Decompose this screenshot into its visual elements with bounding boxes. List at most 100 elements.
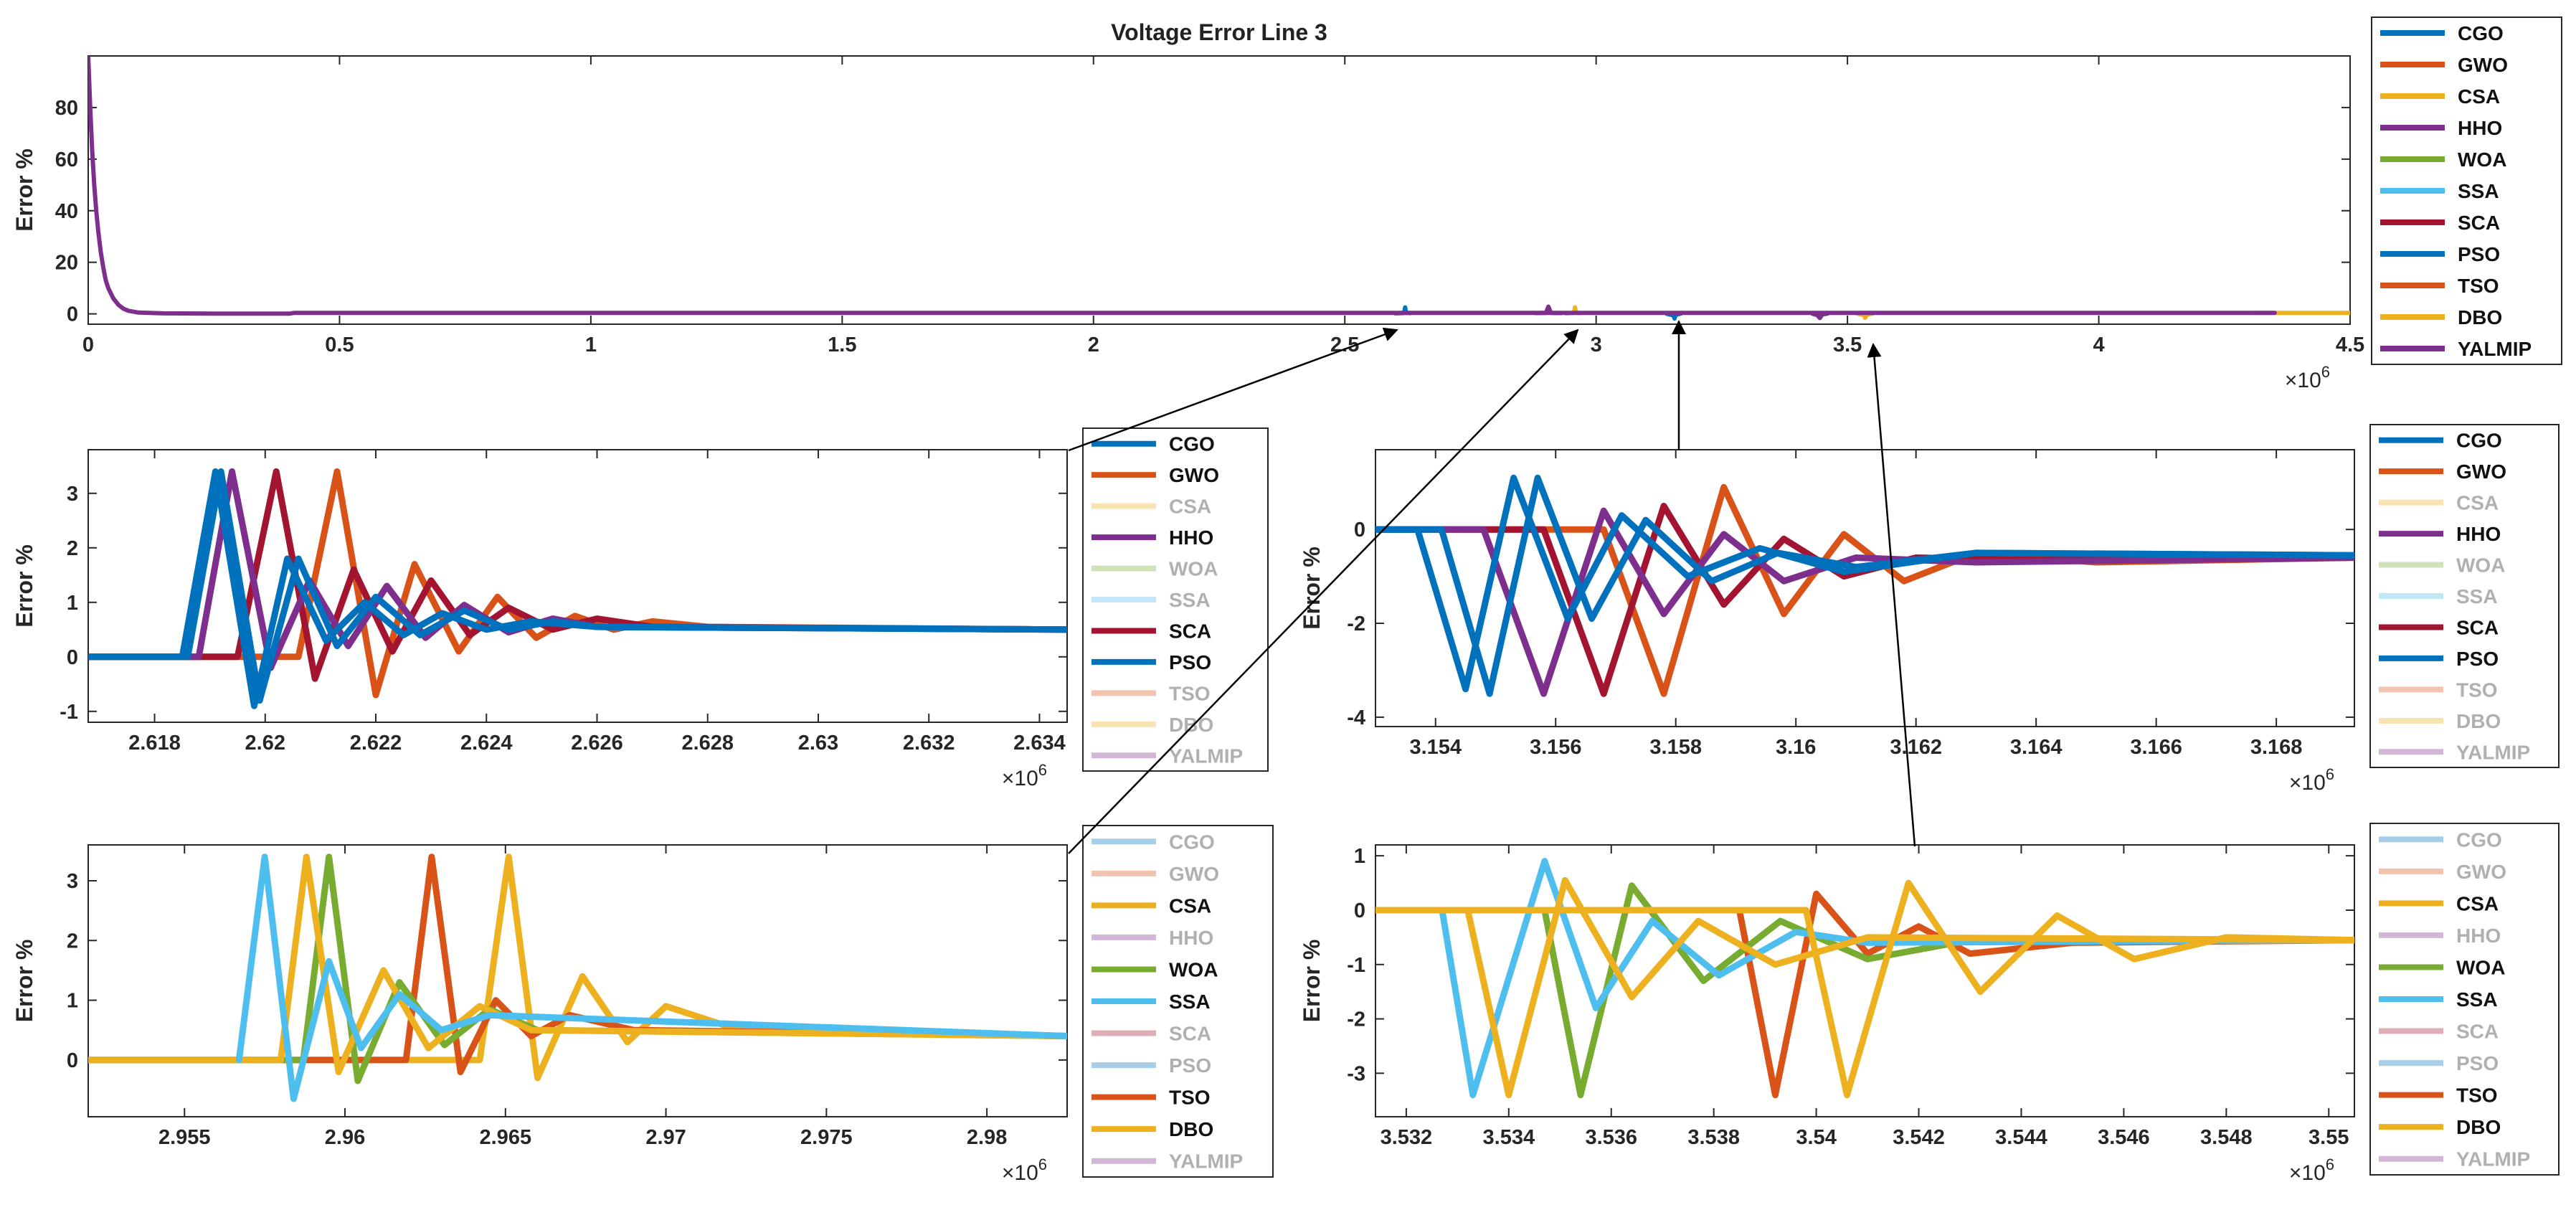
legend-z2: CGO GWO CSA HHO WOA SSA SCA PSO TSO DBO YALMIP — [2369, 424, 2560, 768]
connector-arrow-2 — [1068, 328, 1579, 854]
x-tick-label-z1: 2.628 — [681, 732, 734, 755]
legend-label-woa: WOA — [1169, 958, 1218, 980]
x-tick-label-main: 1 — [585, 334, 597, 356]
x-tick-label-z1: 2.618 — [128, 732, 181, 755]
x-tick-label-z2: 3.16 — [1776, 736, 1816, 759]
x-tick-label-z1: 2.632 — [903, 732, 955, 755]
series-line-gwo — [88, 468, 1067, 699]
y-tick-label-z3: 2 — [67, 930, 78, 952]
legend-label-gwo: GWO — [2456, 460, 2506, 483]
y-tick-label-main: 60 — [55, 148, 78, 171]
legend-label-dbo: DBO — [2458, 306, 2502, 328]
y-tick-label-z3: 3 — [67, 870, 78, 893]
x-tick-label-main: 3 — [1591, 334, 1602, 356]
connector-arrow-4 — [1867, 343, 1916, 847]
legend-label-pso: PSO — [1169, 1054, 1211, 1077]
legend-label-yalmip: YALMIP — [2456, 1148, 2530, 1171]
legend-label-ssa: SSA — [1169, 589, 1211, 611]
legend-box-z1 — [1082, 427, 1269, 772]
series-line-csa — [88, 854, 1067, 1075]
legend-label-pso: PSO — [2456, 1052, 2499, 1074]
y-tick-label-z1: 3 — [67, 483, 78, 506]
y-axis-label-z2: Error % — [1299, 547, 1325, 630]
legend-z4: CGO GWO CSA HHO WOA SSA SCA PSO TSO DBO YALMIP — [2369, 823, 2560, 1176]
x-tick-label-main: 2 — [1088, 334, 1099, 356]
legend-label-tso: TSO — [2458, 275, 2499, 297]
x-tick-label-z4: 3.534 — [1483, 1126, 1535, 1149]
y-tick-label-z4: 0 — [1354, 899, 1365, 922]
legend-label-ssa: SSA — [2456, 585, 2498, 608]
x-tick-label-z4: 3.546 — [2098, 1126, 2150, 1149]
x-tick-label-z1: 2.63 — [798, 732, 838, 755]
legend-label-woa: WOA — [2458, 148, 2506, 171]
legend-label-yalmip: YALMIP — [2456, 741, 2530, 763]
legend-label-cgo: CGO — [2458, 22, 2504, 44]
axes-box-z4 — [1375, 844, 2355, 1117]
legend-label-dbo: DBO — [1169, 1118, 1213, 1140]
x-multiplier-z3: ×106 — [1002, 1155, 1047, 1185]
x-tick-label-z3: 2.975 — [800, 1126, 853, 1149]
x-tick-label-z4: 3.538 — [1687, 1126, 1740, 1149]
series-group-z2 — [1375, 474, 2354, 697]
series-line-ssa — [1439, 858, 2354, 1099]
legend-label-woa: WOA — [2456, 554, 2505, 577]
y-tick-label-z3: 1 — [67, 990, 78, 1013]
x-tick-label-main: 4 — [2093, 334, 2104, 356]
legend-label-tso: TSO — [1169, 1087, 1211, 1109]
legend-label-cgo: CGO — [2456, 828, 2502, 851]
legend-label-pso: PSO — [2458, 243, 2500, 265]
connector-arrow-1 — [1068, 327, 1398, 452]
x-multiplier-z1: ×106 — [1002, 761, 1047, 790]
legend-z3: CGO GWO CSA HHO WOA SSA SCA PSO TSO DBO YALMIP — [1082, 825, 1274, 1178]
legend-label-pso: PSO — [1169, 651, 1211, 673]
chart-z4: 3.532 3.534 3.536 3.538 3.54 3.542 3.544 3.546 3… — [1299, 823, 2560, 1185]
y-tick-label-z1: -1 — [60, 701, 78, 724]
y-tick-label-main: 20 — [55, 252, 78, 275]
x-multiplier-z4: ×106 — [2289, 1155, 2334, 1185]
legend-label-woa: WOA — [1169, 558, 1218, 580]
legend-label-tso: TSO — [1169, 682, 1211, 704]
x-tick-label-z4: 3.544 — [1995, 1126, 2047, 1149]
y-axis-label-z4: Error % — [1299, 940, 1325, 1023]
x-tick-label-z3: 2.97 — [645, 1126, 686, 1149]
x-tick-label-z2: 3.168 — [2250, 736, 2303, 759]
legend-label-sca: SCA — [1169, 620, 1211, 642]
legend-label-dbo: DBO — [2456, 1116, 2501, 1138]
x-tick-label-z2: 3.158 — [1649, 736, 1702, 759]
legend-label-csa: CSA — [2456, 892, 2499, 914]
legend-label-hho: HHO — [2456, 925, 2501, 947]
y-axis-label-z1: Error % — [11, 544, 37, 628]
legend-label-hho: HHO — [2458, 117, 2502, 139]
legend-label-csa: CSA — [1169, 496, 1211, 518]
legend-label-tso: TSO — [2456, 1084, 2498, 1107]
series-line-cgo — [88, 468, 1067, 709]
series-group-z4 — [1375, 858, 2354, 1099]
series-line-tso — [88, 854, 1067, 1075]
axes-box-z2 — [1375, 449, 2355, 727]
legend-box-z2 — [2369, 424, 2560, 768]
x-tick-label-z2: 3.156 — [1530, 736, 1582, 759]
legend-z1: CGO GWO CSA HHO WOA SSA SCA PSO TSO DBO YALMIP — [1082, 427, 1269, 772]
y-tick-label-z2: -2 — [1347, 613, 1365, 635]
series-line-pso — [1375, 474, 2354, 693]
series-line-sca — [88, 468, 1067, 682]
chart-z3: 2.955 2.96 2.965 2.97 2.975 2.98 0 1 2 3 Error % ×1… — [11, 825, 1274, 1185]
legend-label-gwo: GWO — [1169, 863, 1219, 885]
legend-label-woa: WOA — [2456, 956, 2505, 978]
x-tick-label-z4: 3.532 — [1381, 1126, 1433, 1149]
y-tick-label-z4: -3 — [1347, 1062, 1365, 1085]
main-chart-title: Voltage Error Line 3 — [1111, 19, 1327, 45]
y-tick-label-main: 80 — [55, 97, 78, 120]
x-tick-label-main: 4.5 — [2336, 334, 2364, 356]
axes-box-main — [87, 55, 2351, 325]
y-tick-label-main: 0 — [67, 303, 78, 326]
chart-z2: 3.154 3.156 3.158 3.16 3.162 3.164 3.166 3.168 -… — [1299, 424, 2560, 795]
x-tick-label-z3: 2.955 — [158, 1126, 211, 1149]
y-tick-label-z2: -4 — [1347, 706, 1365, 729]
legend-label-tso: TSO — [2456, 679, 2498, 701]
y-axis-label-main: Error % — [11, 148, 37, 232]
x-tick-label-z1: 2.62 — [245, 732, 285, 755]
x-tick-label-z3: 2.965 — [480, 1126, 532, 1149]
